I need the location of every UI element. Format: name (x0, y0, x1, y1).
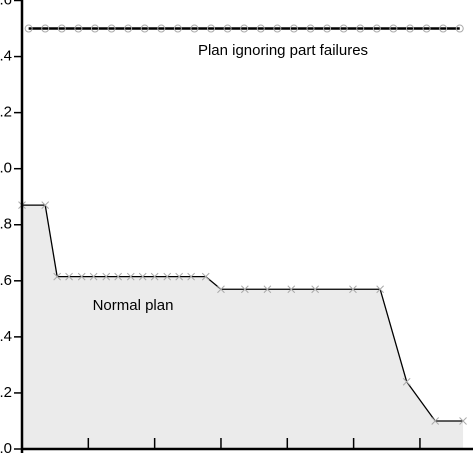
y-tick-label: 0.4 (0, 328, 12, 345)
marker (201, 272, 210, 281)
marker (107, 24, 116, 33)
marker (311, 285, 320, 294)
marker (24, 24, 33, 33)
marker (157, 24, 166, 33)
annotation: Normal plan (93, 297, 174, 314)
marker (356, 24, 365, 33)
marker (207, 24, 216, 33)
marker (217, 285, 225, 294)
marker (323, 24, 332, 33)
marker (287, 285, 296, 294)
y-tick-label: 0.8 (0, 216, 12, 233)
marker (57, 24, 66, 33)
marker (175, 272, 184, 281)
y-tick-label: 1.4 (0, 48, 12, 65)
marker (53, 272, 62, 281)
marker (273, 24, 282, 33)
marker (256, 24, 265, 33)
marker (405, 24, 414, 33)
marker (339, 24, 348, 33)
marker (372, 24, 381, 33)
marker (102, 272, 111, 281)
marker (138, 272, 147, 281)
marker (124, 24, 133, 33)
marker (140, 24, 149, 33)
marker (114, 272, 123, 281)
marker (190, 24, 199, 33)
y-tick-label: 1.2 (0, 104, 12, 121)
marker (289, 24, 298, 33)
marker (163, 272, 172, 281)
marker (349, 285, 357, 294)
marker (223, 24, 232, 33)
y-tick-label: 0.0 (0, 440, 12, 453)
marker (402, 377, 411, 386)
marker (459, 417, 467, 425)
marker (65, 272, 73, 281)
marker (306, 24, 315, 33)
marker (240, 285, 249, 294)
marker (126, 272, 135, 281)
marker (41, 201, 50, 209)
marker (439, 24, 448, 33)
y-tick-label: 1.0 (0, 160, 12, 177)
marker (187, 272, 195, 281)
marker (90, 24, 99, 33)
marker (431, 417, 440, 425)
marker (150, 272, 159, 281)
marker (389, 24, 398, 33)
y-tick-label: 0.6 (0, 272, 12, 289)
y-tick-label: 0.2 (0, 384, 12, 401)
marker (422, 24, 431, 33)
marker (240, 24, 249, 33)
marker (41, 24, 50, 33)
marker (263, 285, 272, 294)
marker (77, 272, 86, 281)
marker (89, 272, 98, 281)
marker (74, 24, 83, 33)
annotation: Plan ignoring part failures (198, 42, 368, 59)
marker (455, 24, 464, 33)
area (22, 205, 464, 449)
y-tick-label: 1.6 (0, 0, 12, 8)
marker (173, 24, 182, 33)
marker (376, 285, 385, 294)
